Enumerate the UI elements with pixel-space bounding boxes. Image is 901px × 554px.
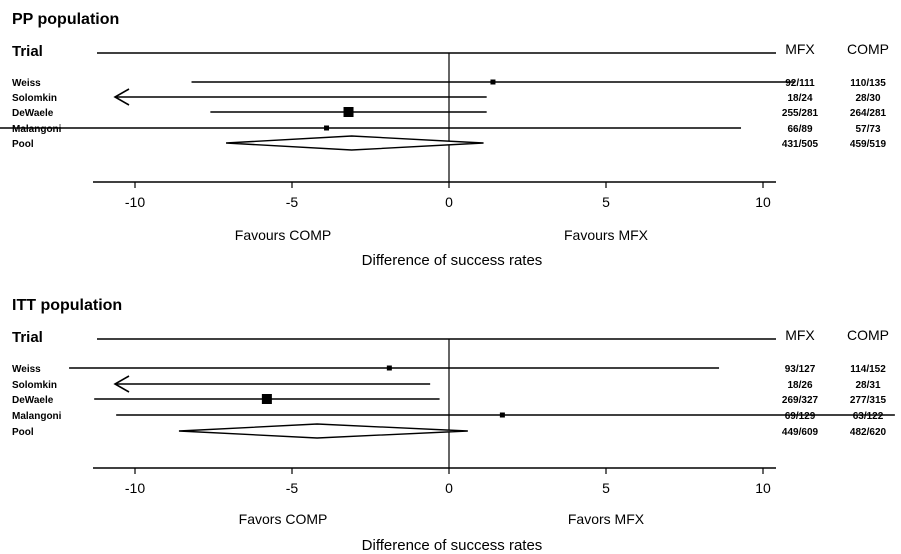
point-estimate-square xyxy=(386,365,392,371)
trial-column-header: Trial xyxy=(12,329,43,346)
comp-column-header: COMP xyxy=(847,41,889,57)
pool-label: Pool xyxy=(12,427,34,438)
mfx-count: 69/129 xyxy=(785,411,816,422)
x-tick-label: 0 xyxy=(445,194,453,210)
comp-column-header: COMP xyxy=(847,327,889,343)
study-name: Solomkin xyxy=(12,93,57,104)
study-name: Malangoni xyxy=(12,411,62,422)
mfx-column-header: MFX xyxy=(785,327,815,343)
mfx-count: 18/24 xyxy=(787,93,812,104)
x-tick-label: 0 xyxy=(445,480,453,496)
comp-count: 57/73 xyxy=(855,124,880,135)
mfx-count: 92/111 xyxy=(785,78,815,89)
point-estimate-square xyxy=(490,79,496,85)
comp-count: 28/30 xyxy=(855,93,880,104)
pooled-estimate-diamond xyxy=(178,423,468,439)
ci-arrow-left xyxy=(113,375,130,393)
comp-count: 264/281 xyxy=(850,108,887,119)
panel-title: PP population xyxy=(12,11,119,28)
x-tick-label: -10 xyxy=(125,194,145,210)
x-axis-title: Difference of success rates xyxy=(362,252,543,269)
comp-count: 277/315 xyxy=(850,395,887,406)
x-tick-label: -5 xyxy=(286,480,299,496)
favour-right-label: Favors MFX xyxy=(568,511,645,527)
favour-left-label: Favours COMP xyxy=(235,227,331,243)
mfx-count: 255/281 xyxy=(782,108,819,119)
x-tick-label: 5 xyxy=(602,194,610,210)
pool-label: Pool xyxy=(12,139,34,150)
study-name: Weiss xyxy=(12,78,41,89)
comp-count: 63/122 xyxy=(853,411,884,422)
comp-count: 482/620 xyxy=(850,427,887,438)
pooled-estimate-diamond xyxy=(226,135,484,151)
mfx-count: 18/26 xyxy=(787,380,812,391)
trial-column-header: Trial xyxy=(12,43,43,60)
study-name: Malangoni xyxy=(12,124,62,135)
study-name: Solomkin xyxy=(12,380,57,391)
point-estimate-square xyxy=(499,412,505,418)
x-tick-label: -5 xyxy=(286,194,299,210)
x-axis-title: Difference of success rates xyxy=(362,537,543,554)
point-estimate-square xyxy=(261,394,272,404)
x-tick-label: -10 xyxy=(125,480,145,496)
comp-count: 114/152 xyxy=(850,364,886,375)
favour-right-label: Favours MFX xyxy=(564,227,649,243)
x-tick-label: 5 xyxy=(602,480,610,496)
study-name: DeWaele xyxy=(12,395,54,406)
mfx-count: 449/609 xyxy=(782,427,819,438)
comp-count: 110/135 xyxy=(850,78,886,89)
x-tick-label: 10 xyxy=(755,194,771,210)
x-tick-label: 10 xyxy=(755,480,771,496)
mfx-count: 431/505 xyxy=(782,139,819,150)
study-name: Weiss xyxy=(12,364,41,375)
study-name: DeWaele xyxy=(12,108,54,119)
point-estimate-square xyxy=(343,107,354,117)
mfx-count: 93/127 xyxy=(785,364,816,375)
favour-left-label: Favors COMP xyxy=(239,511,328,527)
ci-arrow-left xyxy=(113,88,130,106)
mfx-count: 66/89 xyxy=(787,124,812,135)
point-estimate-square xyxy=(324,125,330,131)
panel-title: ITT population xyxy=(12,297,122,314)
mfx-column-header: MFX xyxy=(785,41,815,57)
comp-count: 28/31 xyxy=(855,380,880,391)
comp-count: 459/519 xyxy=(850,139,887,150)
mfx-count: 269/327 xyxy=(782,395,819,406)
